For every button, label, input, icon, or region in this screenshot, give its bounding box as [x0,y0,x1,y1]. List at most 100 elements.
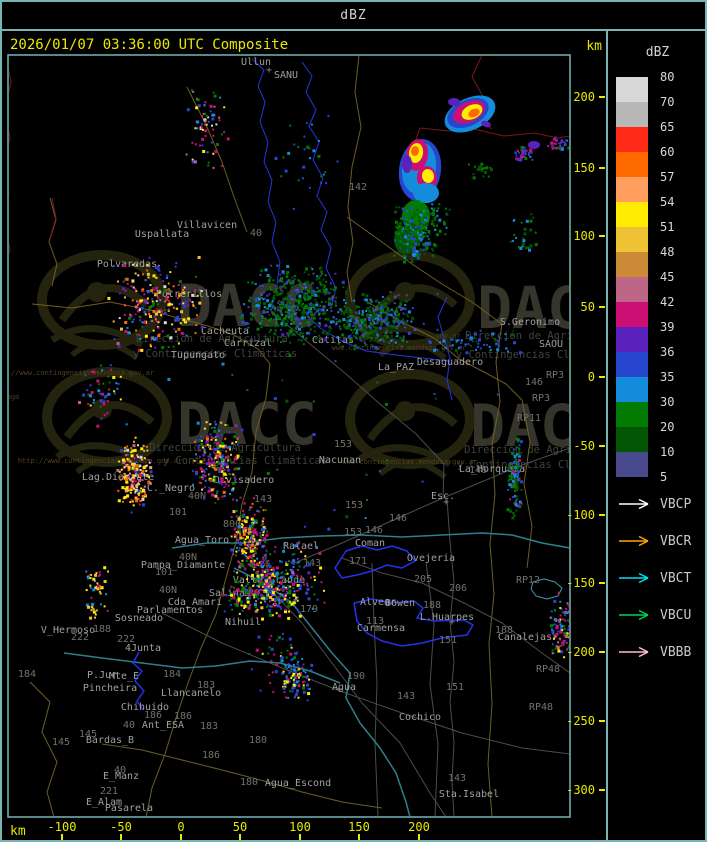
map-label-route: 146 [469,465,487,476]
url-watermark: www.contingencias.mendoza.gov.ar [343,458,478,466]
map-label-route: 800 [223,519,241,530]
map-line [271,311,445,499]
vector-arrow-icon [619,535,649,547]
map-line [301,309,451,362]
map-label-place: Coman [355,538,385,549]
map-label-route: 146 [525,377,543,388]
map-label-place: Mte_E [109,671,139,682]
map-line [334,545,416,579]
map-label-route: 40N [179,552,197,563]
dbz-color-scale: 80 70 65 60 57 54 51 48 45 42 39 36 35 30 20 10 5 [616,71,700,483]
map-label-route: 221 [100,786,118,797]
map-label-place: Pincheira [83,683,137,694]
map-label-place: Pampa_Diamante [141,560,225,571]
map-label-route: RP48 [529,702,553,713]
map-label-place: P.Jur [87,670,117,681]
map-label-route: 222 [71,632,89,643]
y-axis-tick-label: -50 [573,439,595,453]
map-label-place: Cochico [399,712,441,723]
map-label-place: SAOU [539,339,563,350]
map-label-place: Rafael [283,541,319,552]
map-line [132,651,145,711]
echo-speckle-cluster [185,89,230,169]
map-line [186,86,248,233]
map-label-place: Alvear [360,597,396,608]
map-label-place: Catitas [312,335,354,346]
echo-speckle-cluster [239,264,348,346]
dbz-scale-label: 36 [660,345,675,359]
map-label-route: 40N [188,491,206,502]
map-label-route: 145 [79,729,97,740]
svg-text:y Contingencias Climáticas: y Contingencias Climáticas [163,455,327,467]
vector-arrow-icon [619,498,649,510]
timestamp: 2026/01/07 03:36:00 UTC Composite [10,37,288,53]
km-unit-bottom: km [10,824,26,839]
echo-speckle-cluster [85,566,109,620]
map-label-place: Carmensa [357,623,405,634]
dbz-scale-label: 70 [660,95,675,109]
map-label-route: 151 [439,635,457,646]
dbz-scale-label: 54 [660,195,675,209]
vector-legend-row: VBBB [618,645,691,660]
map-boundary-lines [9,56,569,816]
legend-title: dBZ [645,45,670,60]
x-axis-tick-label: 50 [233,820,247,834]
map-label-route: RP12 [516,575,540,586]
vector-legend-row: VBCT [618,571,691,586]
map-label-place: Carrizal [224,338,272,349]
map-label-route: 146 [389,513,407,524]
map-label-place: La_PAZ [378,362,414,373]
map-label-place: Bowen [385,598,415,609]
map-label-route: RP11 [517,413,541,424]
map-label-place: Desaguadero [417,357,483,368]
map-line [63,652,341,684]
echo-speckle-cluster [467,162,493,180]
echo-speckle-cluster [230,496,269,574]
map-label-place: Polvaredas [97,259,157,270]
map-line [101,743,383,809]
map-label-route: 180 [240,777,258,788]
map-line [487,323,503,816]
map-label-place: Ovejeria [407,553,455,564]
x-axis-tick-label: 0 [177,820,184,834]
map-line [301,61,337,309]
y-axis-tick-label: 50 [581,300,595,314]
axes: -100 -50 0 50 100 150 200 200 150 100 50 0 -50 -100 -1… [48,90,605,840]
map-line [419,127,569,139]
storm-cell [421,169,435,183]
dbz-swatch-60 [616,152,648,177]
map-label-place: Nihuil [225,617,261,628]
legend-panel: dBZ 80 70 65 60 57 54 51 48 45 42 39 36 35 30 20 10 5 VB… [606,31,705,840]
url-watermark: gov.ar [435,332,460,340]
y-axis-tick-label: 150 [573,161,595,175]
map-label-place: Cda_Amari [168,597,222,608]
url-watermark: ago [7,393,20,401]
echo-speckle-cluster [166,257,508,531]
vector-label: VBCR [660,533,692,549]
echo-speckle-cluster [107,256,204,352]
map-label-route: 145 [52,737,70,748]
dbz-scale-label: 5 [660,470,668,484]
map-line [161,612,569,755]
map-label-route: 184 [163,669,181,680]
dbz-swatch-65 [616,127,648,152]
echo-speckle-cluster [191,420,244,501]
map-label-place: E_Manz [103,771,139,782]
map-label-route: 180 [249,735,267,746]
svg-text:y Contingencias Climáticas: y Contingencias Climáticas [133,348,297,360]
url-watermark: http://www.contingencias.mendoza.gov.ar [2,369,154,377]
map-label-place: Divisadero [214,475,274,486]
map-label-route: 143 [448,773,466,784]
dbz-scale-label: 35 [660,370,675,384]
map-label-place: Ullun [241,57,271,68]
titlebar: dBZ [2,2,705,31]
vector-legend-row: VBCP [618,497,691,512]
map-line [353,598,474,647]
storm-cell [468,108,480,118]
echo-speckle-cluster [415,199,451,237]
map-label-place: Potrerillos [156,289,222,300]
dbz-swatch-70 [616,102,648,127]
map-line [346,56,362,303]
